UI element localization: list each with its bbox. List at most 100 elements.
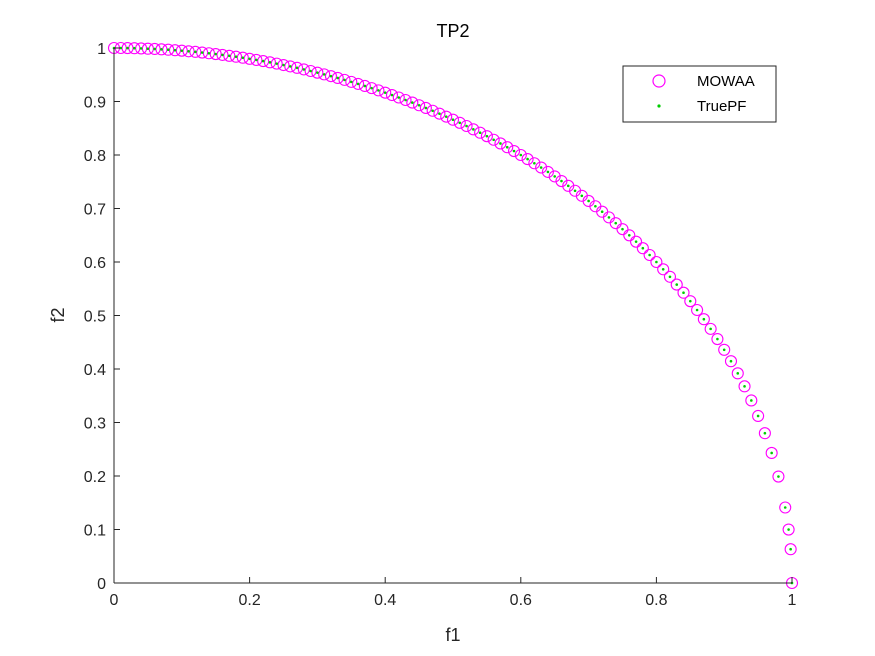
mowaa-point — [535, 161, 548, 174]
truepf-point — [472, 128, 475, 131]
truepf-point — [478, 131, 482, 134]
truepf-point — [783, 506, 787, 509]
mowaa-point — [772, 470, 785, 483]
truepf-point — [187, 49, 190, 53]
truepf-point — [787, 528, 790, 531]
truepf-point — [288, 65, 292, 68]
truepf-point — [390, 93, 394, 97]
mowaa-point — [202, 47, 215, 60]
truepf-point — [465, 124, 468, 128]
truepf-point — [607, 216, 611, 219]
truepf-point — [139, 47, 143, 50]
mowaa-point — [196, 46, 209, 59]
y-tick-label: 0.3 — [84, 416, 106, 433]
mowaa-point — [765, 446, 778, 459]
mowaa-point — [263, 56, 276, 69]
truepf-point — [580, 194, 584, 198]
truepf-point — [153, 47, 156, 51]
truepf-point — [553, 175, 556, 178]
mowaa-point — [440, 110, 453, 123]
axes-layer: 0 0.2 0.4 0.6 0.8 1 0 0.1 0.2 0.3 0.4 0.5 0.6 0.7 0.8 0… — [84, 41, 797, 609]
mowaa-point — [250, 53, 263, 66]
legend-marker-mowaa — [652, 74, 666, 88]
chart-title: TP2 — [436, 21, 469, 41]
mowaa-point — [782, 523, 795, 536]
truepf-point — [750, 399, 753, 402]
x-tick-label: 1 — [788, 592, 797, 609]
truepf-point — [234, 55, 238, 59]
x-tick-label: 0.4 — [374, 592, 396, 609]
mowaa-point — [175, 44, 188, 57]
y-tick-label: 0.8 — [84, 148, 106, 165]
truepf-point — [166, 48, 170, 52]
mowaa-point — [352, 77, 365, 90]
truepf-point — [329, 74, 333, 78]
truepf-point — [763, 431, 767, 435]
truepf-point — [316, 71, 319, 74]
mowaa-point — [162, 43, 175, 56]
mowaa-point — [731, 367, 744, 380]
truepf-point — [295, 66, 299, 70]
mowaa-point — [616, 223, 629, 236]
x-tick-label: 0.8 — [645, 592, 667, 609]
truepf-point — [770, 451, 773, 455]
mowaa-point — [718, 343, 731, 356]
mowaa-point — [501, 141, 514, 154]
truepf-point — [594, 204, 597, 208]
y-tick-label: 0.9 — [84, 95, 106, 112]
truepf-point — [722, 348, 726, 352]
mowaa-point — [338, 73, 351, 86]
mowaa-point — [141, 42, 154, 55]
mowaa-point — [277, 58, 290, 72]
mowaa-point — [650, 255, 663, 269]
truepf-point — [451, 118, 455, 121]
mowaa-point — [148, 42, 161, 56]
y-tick-label: 0.7 — [84, 202, 106, 219]
truepf-point — [343, 78, 346, 82]
mowaa-point — [643, 248, 656, 262]
mowaa-point — [521, 153, 534, 166]
truepf-point — [438, 112, 441, 115]
truepf-point — [336, 76, 340, 80]
mowaa-point — [324, 70, 338, 83]
truepf-point — [370, 86, 373, 90]
plot-background — [114, 48, 792, 583]
y-axis-label: f2 — [48, 307, 68, 322]
legend-label-mowaa: MOWAA — [697, 73, 755, 90]
truepf-point — [200, 51, 204, 54]
mowaa-point — [711, 332, 724, 346]
mowaa-point — [745, 394, 758, 407]
truepf-point — [309, 69, 312, 73]
y-tick-label: 0 — [97, 576, 106, 593]
truepf-point — [566, 184, 570, 188]
truepf-point — [248, 57, 251, 61]
legend-label-truepf: TruePF — [697, 98, 746, 115]
series-truepf — [112, 46, 794, 585]
truepf-point — [587, 199, 590, 203]
mowaa-point — [609, 217, 622, 230]
mowaa-point — [697, 313, 710, 326]
truepf-point — [600, 210, 604, 214]
truepf-point — [519, 153, 523, 157]
truepf-point — [397, 96, 401, 99]
mowaa-point — [257, 55, 270, 68]
truepf-point — [736, 372, 740, 375]
truepf-point — [241, 56, 245, 60]
x-axis-label: f1 — [445, 625, 460, 645]
mowaa-point — [304, 64, 317, 78]
truepf-point — [173, 48, 177, 52]
truepf-point — [709, 327, 712, 331]
truepf-point — [255, 58, 258, 62]
x-tick-label: 0 — [110, 592, 119, 609]
mowaa-point — [474, 126, 487, 139]
y-tick-label: 1 — [97, 41, 106, 58]
truepf-point — [404, 98, 407, 102]
truepf-point — [614, 221, 618, 225]
mowaa-point — [243, 52, 256, 65]
x-tick-label: 0.6 — [510, 592, 532, 609]
truepf-point — [634, 240, 638, 243]
truepf-point — [356, 82, 360, 86]
truepf-point — [126, 46, 129, 50]
mowaa-point — [555, 175, 568, 188]
